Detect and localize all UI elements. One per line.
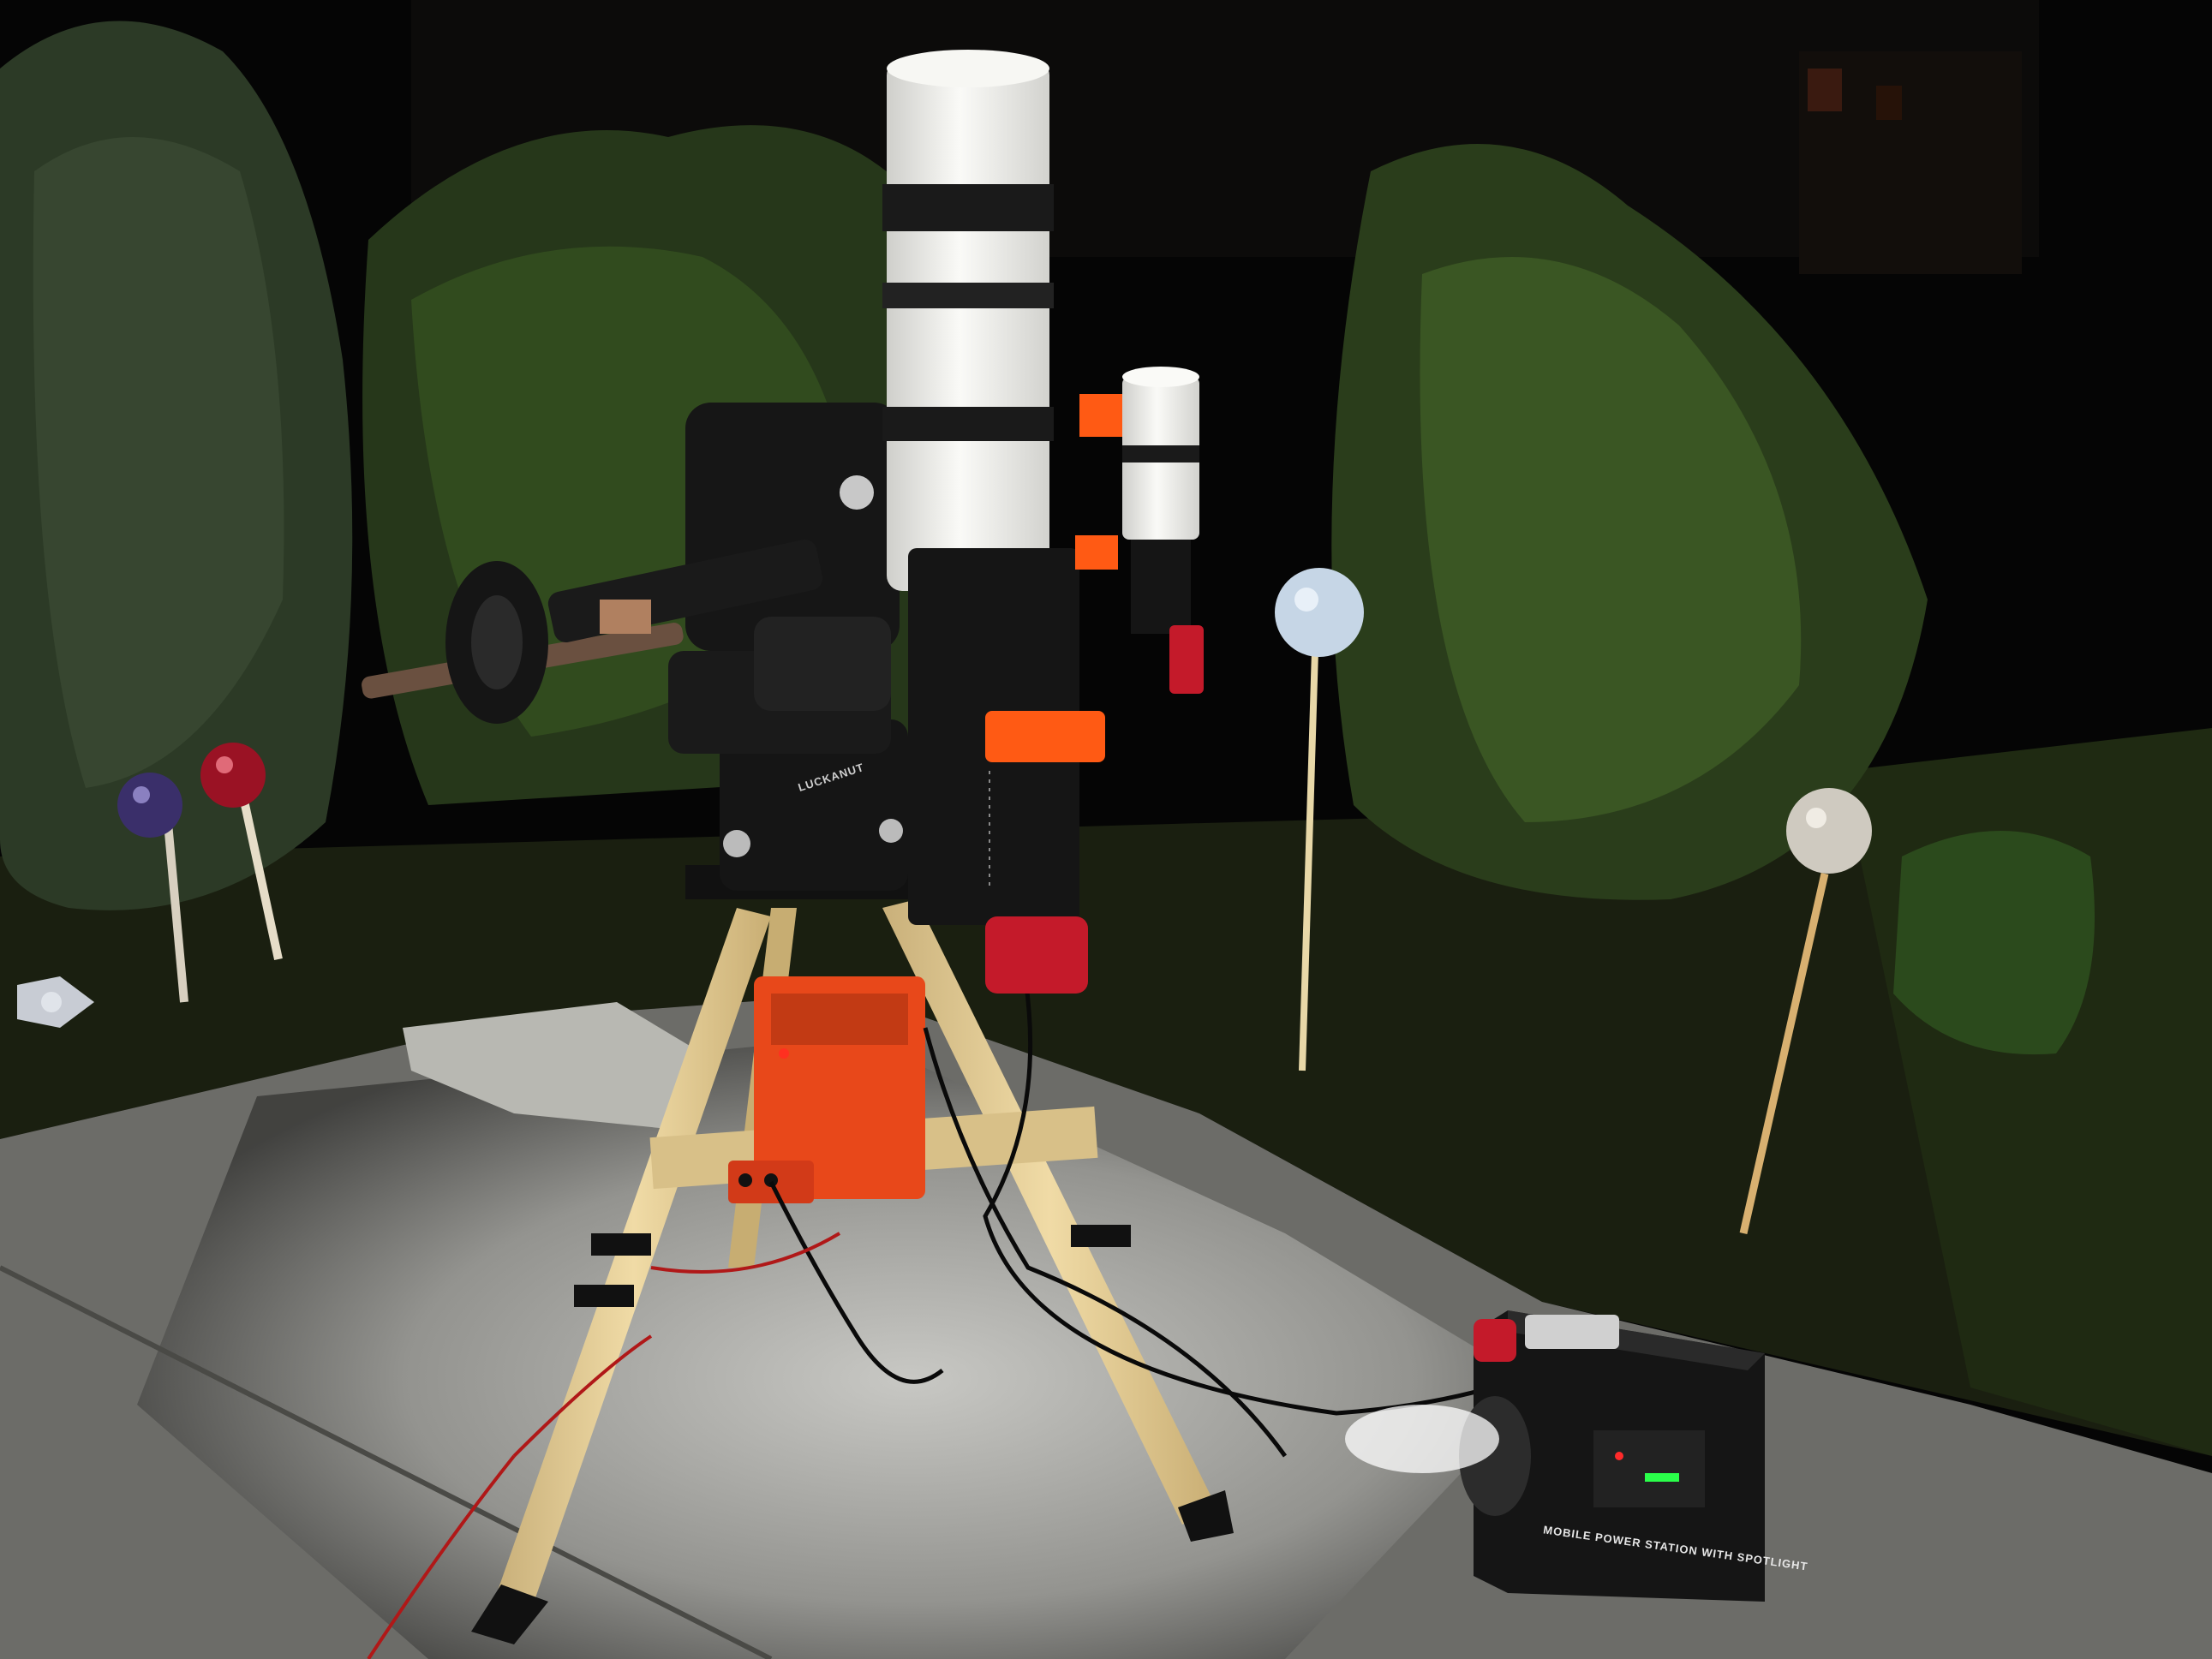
conifer-left	[0, 21, 353, 910]
refractor-telescope	[882, 50, 1105, 994]
pinwheel-decoration	[17, 976, 94, 1028]
garden-globe-ornaments	[117, 568, 1872, 1234]
pine-right	[1331, 144, 1928, 900]
equatorial-mount	[668, 403, 968, 899]
power-station	[1459, 1310, 1765, 1602]
garden-bed	[0, 771, 2212, 1456]
stone-slab	[403, 1002, 702, 1131]
curb-edge	[0, 1265, 773, 1659]
counterweight-assembly	[362, 539, 823, 724]
guide-scope	[1075, 367, 1204, 694]
spotlight-glare	[1345, 1405, 1499, 1473]
orange-battery-case	[728, 976, 925, 1203]
cables	[367, 856, 1543, 1659]
shrub-right	[1893, 831, 2095, 1055]
